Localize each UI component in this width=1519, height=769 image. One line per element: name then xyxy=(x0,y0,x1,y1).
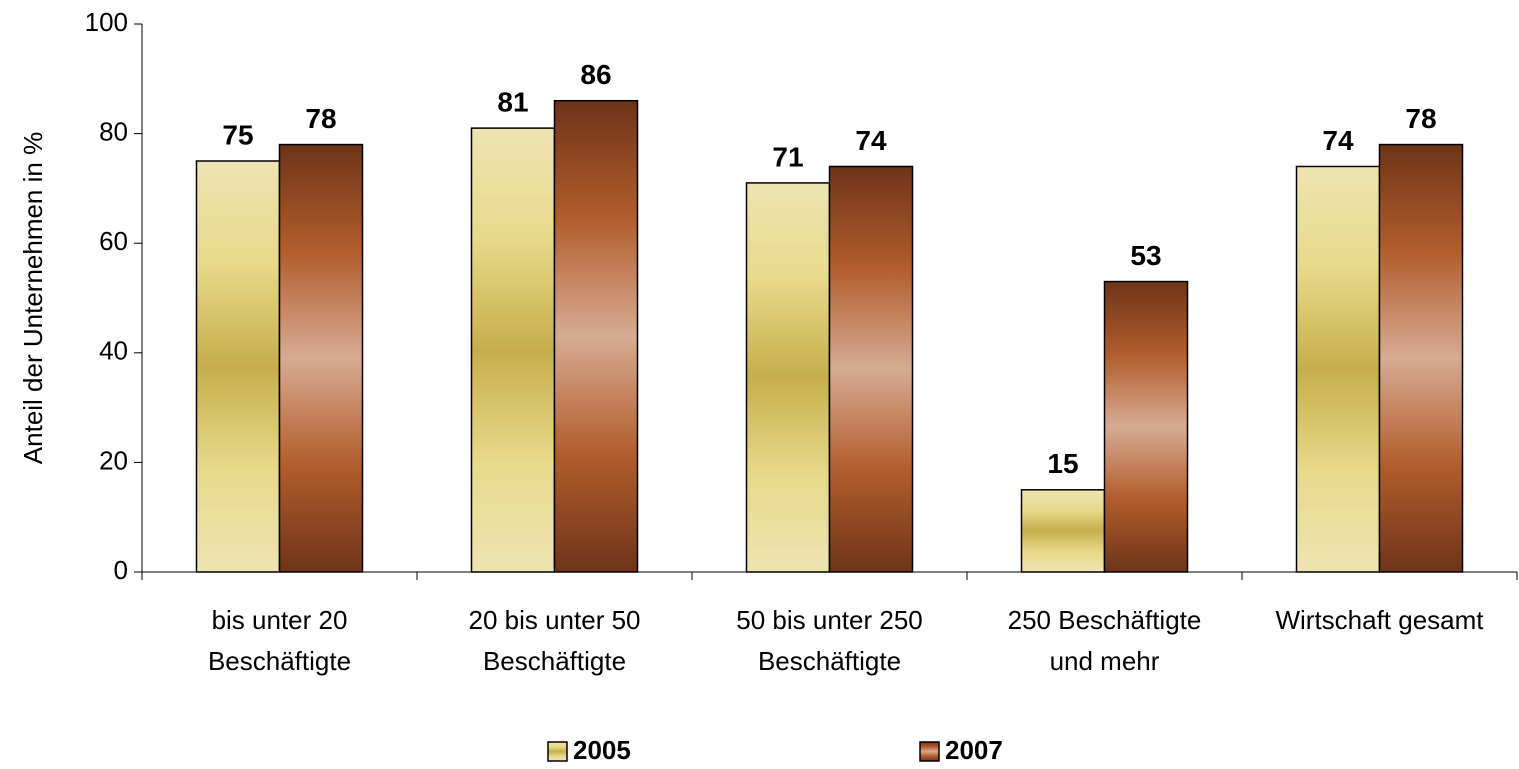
bar xyxy=(828,165,914,573)
legend-swatch xyxy=(547,741,568,762)
x-tick-label: bis unter 20 xyxy=(212,605,348,635)
data-label: 78 xyxy=(305,103,336,134)
x-tick-label: Beschäftigte xyxy=(483,646,626,676)
x-tick-label: Beschäftigte xyxy=(208,646,351,676)
y-axis-label: Anteil der Unternehmen in % xyxy=(18,132,48,464)
bar xyxy=(470,127,556,573)
bar xyxy=(1103,280,1189,573)
data-label: 53 xyxy=(1130,240,1161,271)
bar xyxy=(1020,489,1106,573)
data-label: 74 xyxy=(1322,125,1354,156)
bar xyxy=(1295,165,1381,573)
x-tick-label: 50 bis unter 250 xyxy=(736,605,922,635)
y-tick-label: 0 xyxy=(114,555,128,585)
bar xyxy=(553,99,639,573)
bar xyxy=(195,160,281,573)
y-tick-label: 20 xyxy=(99,445,128,475)
data-label: 81 xyxy=(497,87,528,118)
legend-label: 2007 xyxy=(945,735,1003,765)
bar xyxy=(745,182,831,573)
data-label: 15 xyxy=(1047,448,1078,479)
data-label: 71 xyxy=(772,141,803,172)
legend-swatch xyxy=(919,741,940,762)
y-tick-label: 80 xyxy=(99,116,128,146)
y-tick-label: 60 xyxy=(99,226,128,256)
x-tick-label: Beschäftigte xyxy=(758,646,901,676)
data-label: 78 xyxy=(1405,103,1436,134)
x-tick-label: 250 Beschäftigte xyxy=(1008,605,1202,635)
x-tick-label: Wirtschaft gesamt xyxy=(1275,605,1484,635)
y-tick-label: 40 xyxy=(99,336,128,366)
data-label: 74 xyxy=(855,125,887,156)
x-tick-label: und mehr xyxy=(1050,646,1160,676)
data-label: 75 xyxy=(222,119,253,150)
y-tick-label: 100 xyxy=(85,7,128,37)
legend-label: 2005 xyxy=(573,735,631,765)
data-label: 86 xyxy=(580,59,611,90)
x-tick-label: 20 bis unter 50 xyxy=(468,605,640,635)
bar xyxy=(278,143,364,573)
bar xyxy=(1378,143,1464,573)
